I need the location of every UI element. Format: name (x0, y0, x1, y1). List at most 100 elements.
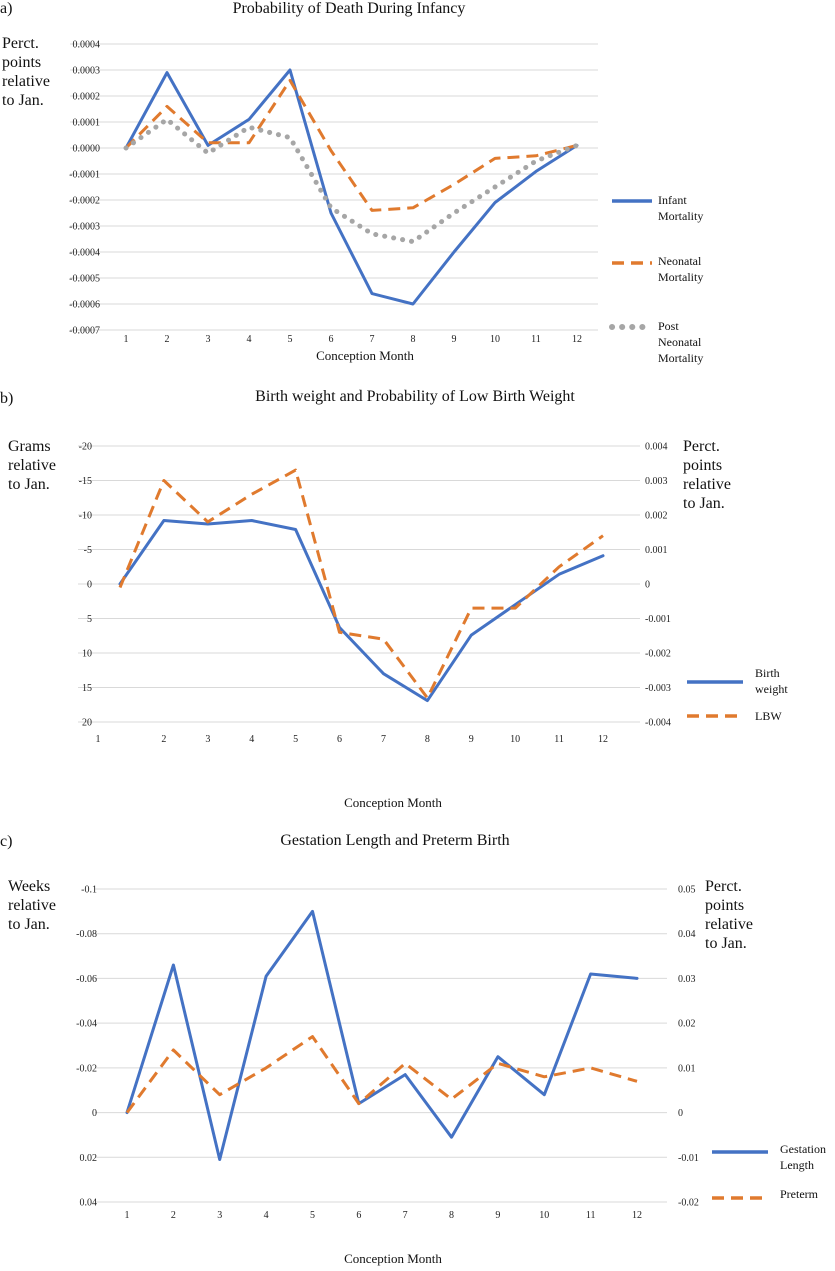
chart-a-ylabel-line-2: points (2, 54, 41, 71)
y2-tick-label: 0.04 (678, 929, 696, 940)
y-tick-label: -0.0007 (69, 326, 100, 337)
chart-c-ylabel-line-1: Weeks (8, 878, 50, 895)
chart-b: b) Birth weight and Probability of Low B… (0, 388, 788, 810)
x-tick-label: 8 (449, 1210, 454, 1221)
y2-tick-label: 0 (678, 1108, 683, 1119)
y2-tick-label: 0.05 (678, 885, 696, 896)
chart-b-title: Birth weight and Probability of Low Birt… (255, 388, 575, 405)
panel-a-label: a) (0, 0, 12, 17)
y-tick-label: 0.0000 (73, 144, 101, 155)
chart-a-grid (70, 43, 598, 331)
series-line-birth-weight (118, 519, 605, 703)
chart-c-y2label-line-2: points (705, 897, 744, 914)
legend-label: Mortality (658, 270, 703, 284)
x-tick-label: 6 (329, 334, 334, 345)
y-tick-label: -10 (79, 511, 92, 522)
x-tick-label: 7 (370, 334, 375, 345)
legend-label: Infant (658, 193, 687, 207)
series-line-gestation-length (125, 909, 639, 1161)
chart-c-y2label-line-3: relative (705, 916, 753, 933)
y-tick-label: 0.02 (80, 1153, 98, 1164)
x-tick-label: 9 (469, 734, 474, 745)
y-tick-label: 0.0003 (73, 66, 101, 77)
y2-tick-label: 0.03 (678, 974, 696, 985)
chart-a-ylabel-line-1: Perct. (2, 35, 39, 52)
chart-a-ylabel-line-3: relative (2, 73, 50, 90)
chart-b-grid (78, 445, 640, 723)
x-tick-label: 3 (206, 334, 211, 345)
x-tick-label: 5 (293, 734, 298, 745)
y-tick-label: -0.0006 (69, 300, 100, 311)
x-tick-label: 5 (310, 1210, 315, 1221)
chart-a-title: Probability of Death During Infancy (233, 0, 466, 17)
y-tick-label: -0.0001 (69, 170, 100, 181)
y2-tick-label: 0.001 (645, 545, 668, 556)
y2-tick-label: 0.004 (645, 442, 668, 453)
series-line-preterm (125, 1035, 638, 1114)
x-tick-label: 10 (510, 734, 520, 745)
chart-c-y2label-line-1: Perct. (705, 878, 742, 895)
y-tick-label: 0.0002 (73, 92, 101, 103)
chart-b-y2label-line-1: Perct. (683, 438, 720, 455)
x-tick-label: 10 (539, 1210, 549, 1221)
x-tick-label: 12 (632, 1210, 642, 1221)
series-line-neonatal-mortality (124, 78, 578, 212)
y2-tick-label: -0.003 (645, 683, 671, 694)
x-tick-label: 8 (411, 334, 416, 345)
x-tick-label: 4 (249, 734, 254, 745)
x-tick-label: 3 (217, 1210, 222, 1221)
x-tick-label: 4 (247, 334, 252, 345)
y-tick-label: 10 (82, 649, 92, 660)
y2-tick-label: -0.004 (645, 718, 671, 729)
x-tick-label: 2 (171, 1210, 176, 1221)
x-tick-label: 1 (125, 1210, 130, 1221)
x-tick-label: 6 (337, 734, 342, 745)
chart-c-ylabel-line-3: to Jan. (8, 916, 50, 933)
x-tick-label: 2 (161, 734, 166, 745)
chart-b-ylabel-line-1: Grams (8, 438, 51, 455)
y-tick-label: -0.04 (76, 1019, 97, 1030)
x-tick-label: 12 (598, 734, 608, 745)
legend-label: Neonatal (658, 254, 702, 268)
x-tick-label: 12 (572, 334, 582, 345)
y-tick-label: -20 (79, 442, 92, 453)
chart-c-grid (95, 888, 667, 1203)
x-tick-label: 1 (96, 734, 101, 745)
chart-c-y2label-line-4: to Jan. (705, 935, 747, 952)
x-tick-label: 7 (381, 734, 386, 745)
legend-label: Length (780, 1158, 814, 1172)
panel-b-label: b) (0, 390, 13, 407)
chart-c-xlabel: Conception Month (344, 1251, 442, 1266)
y-tick-label: -0.08 (76, 929, 97, 940)
y-tick-label: -0.06 (76, 974, 97, 985)
legend-label: weight (755, 682, 788, 696)
series-line-infant-mortality (124, 68, 579, 306)
y-tick-label: 15 (82, 683, 92, 694)
x-tick-label: 2 (165, 334, 170, 345)
y2-tick-label: 0.003 (645, 476, 668, 487)
y2-tick-label: 0.01 (678, 1063, 696, 1074)
x-tick-label: 1 (124, 334, 129, 345)
y-tick-label: -5 (84, 545, 92, 556)
chart-c: c) Gestation Length and Preterm Birth We… (0, 832, 826, 1266)
chart-b-y2label-line-2: points (683, 457, 722, 474)
x-tick-label: 7 (403, 1210, 408, 1221)
x-tick-label: 11 (531, 334, 541, 345)
legend-label: Post (658, 319, 679, 333)
y2-tick-label: -0.001 (645, 614, 671, 625)
y2-tick-label: 0 (645, 580, 650, 591)
y-tick-label: 0.0004 (73, 40, 101, 51)
chart-c-ylabel-line-2: relative (8, 897, 56, 914)
y2-tick-label: 0.002 (645, 511, 668, 522)
y2-tick-label: -0.01 (678, 1153, 699, 1164)
y-tick-label: -0.0002 (69, 196, 100, 207)
chart-c-title: Gestation Length and Preterm Birth (280, 832, 509, 849)
x-tick-label: 9 (495, 1210, 500, 1221)
x-tick-label: 10 (490, 334, 500, 345)
x-tick-label: 3 (205, 734, 210, 745)
legend-label: Mortality (658, 351, 703, 365)
chart-a: a) Probability of Death During Infancy P… (0, 0, 703, 365)
y-tick-label: 0.04 (80, 1198, 98, 1209)
